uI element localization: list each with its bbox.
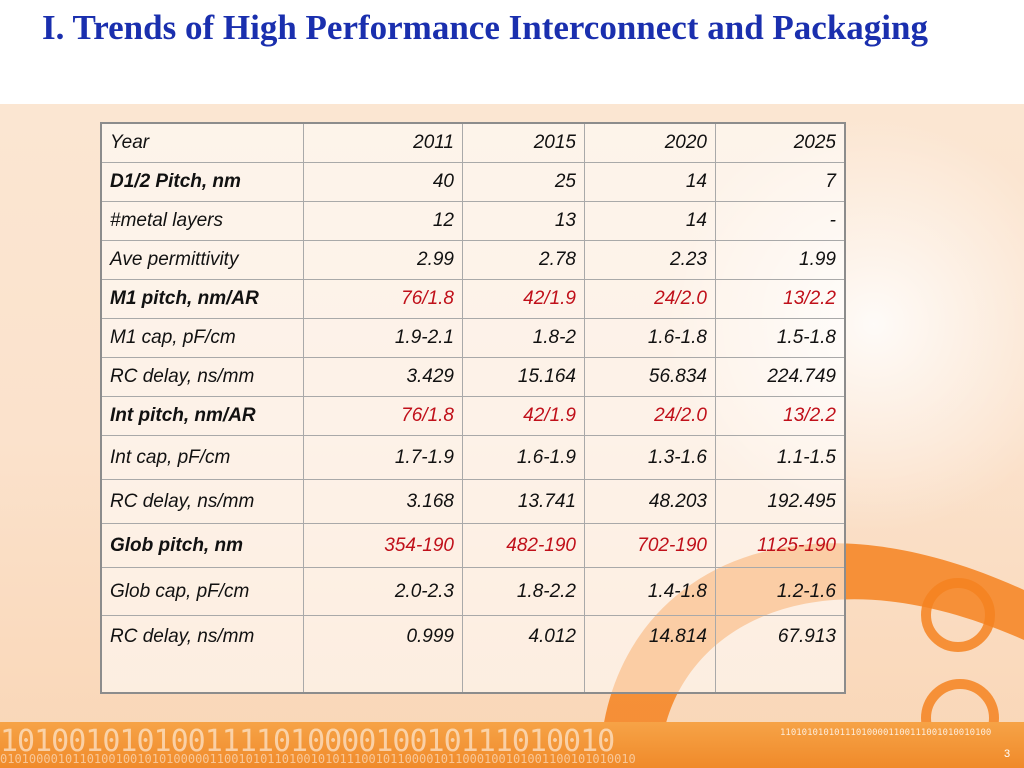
table-cell: 1.7-1.9 bbox=[303, 435, 463, 480]
header-year: 2025 bbox=[715, 122, 846, 163]
table-cell: 224.749 bbox=[715, 357, 846, 397]
table-cell: - bbox=[715, 201, 846, 241]
table-cell: 7 bbox=[715, 162, 846, 202]
table-cell: 192.495 bbox=[715, 479, 846, 524]
table-cell: 13.741 bbox=[462, 479, 585, 524]
table-cell: 482-190 bbox=[462, 523, 585, 568]
row-label: Int cap, pF/cm bbox=[100, 435, 304, 480]
table-cell: 2.0-2.3 bbox=[303, 567, 463, 616]
table-cell: 15.164 bbox=[462, 357, 585, 397]
slide-number: 3 bbox=[1004, 748, 1011, 760]
slide-title: I. Trends of High Performance Interconne… bbox=[42, 8, 928, 47]
table-cell: 4.012 bbox=[462, 615, 585, 694]
header-year: 2011 bbox=[303, 122, 463, 163]
table-cell: 1.6-1.9 bbox=[462, 435, 585, 480]
table-cell: 2.99 bbox=[303, 240, 463, 280]
interconnect-trends-table: Year 2011 2015 2020 2025 D1/2 Pitch, nm … bbox=[100, 122, 846, 694]
table-cell: 1.8-2 bbox=[462, 318, 585, 358]
row-label: Glob cap, pF/cm bbox=[100, 567, 304, 616]
table-row: RC delay, ns/mm 3.168 13.741 48.203 192.… bbox=[100, 479, 846, 524]
table-cell: 0.999 bbox=[303, 615, 463, 694]
row-label: RC delay, ns/mm bbox=[100, 615, 304, 694]
row-label: RC delay, ns/mm bbox=[100, 357, 304, 397]
header-year: 2015 bbox=[462, 122, 585, 163]
row-label: M1 cap, pF/cm bbox=[100, 318, 304, 358]
table-cell: 1.9-2.1 bbox=[303, 318, 463, 358]
table-cell: 1125-190 bbox=[715, 523, 846, 568]
header-year: 2020 bbox=[584, 122, 716, 163]
table-cell: 2.23 bbox=[584, 240, 716, 280]
binary-pattern-footer: 101001010100111101000010010111010010 010… bbox=[0, 722, 1024, 768]
row-label: #metal layers bbox=[100, 201, 304, 241]
table-cell: 40 bbox=[303, 162, 463, 202]
table-cell: 13/2.2 bbox=[715, 279, 846, 319]
row-label: M1 pitch, nm/AR bbox=[100, 279, 304, 319]
table-row: M1 cap, pF/cm 1.9-2.1 1.8-2 1.6-1.8 1.5-… bbox=[100, 318, 846, 358]
header-label: Year bbox=[100, 122, 304, 163]
table-cell: 354-190 bbox=[303, 523, 463, 568]
table-cell: 48.203 bbox=[584, 479, 716, 524]
row-label: RC delay, ns/mm bbox=[100, 479, 304, 524]
table-cell: 1.8-2.2 bbox=[462, 567, 585, 616]
table-cell: 702-190 bbox=[584, 523, 716, 568]
table-cell: 13 bbox=[462, 201, 585, 241]
table-row: RC delay, ns/mm 0.999 4.012 14.814 67.91… bbox=[100, 615, 846, 694]
table-cell: 76/1.8 bbox=[303, 279, 463, 319]
table-cell: 14 bbox=[584, 162, 716, 202]
table-row: #metal layers 12 13 14 - bbox=[100, 201, 846, 241]
table-cell: 76/1.8 bbox=[303, 396, 463, 436]
table-cell: 67.913 bbox=[715, 615, 846, 694]
row-label: Ave permittivity bbox=[100, 240, 304, 280]
table-cell: 1.3-1.6 bbox=[584, 435, 716, 480]
table-row: D1/2 Pitch, nm 40 25 14 7 bbox=[100, 162, 846, 202]
table-cell: 25 bbox=[462, 162, 585, 202]
table-header-row: Year 2011 2015 2020 2025 bbox=[100, 122, 846, 163]
table-cell: 24/2.0 bbox=[584, 279, 716, 319]
table-cell: 24/2.0 bbox=[584, 396, 716, 436]
table-cell: 1.99 bbox=[715, 240, 846, 280]
row-label: Glob pitch, nm bbox=[100, 523, 304, 568]
table-row: Glob cap, pF/cm 2.0-2.3 1.8-2.2 1.4-1.8 … bbox=[100, 567, 846, 616]
table-cell: 56.834 bbox=[584, 357, 716, 397]
table-cell: 2.78 bbox=[462, 240, 585, 280]
table-row: RC delay, ns/mm 3.429 15.164 56.834 224.… bbox=[100, 357, 846, 397]
table-row: Ave permittivity 2.99 2.78 2.23 1.99 bbox=[100, 240, 846, 280]
table-cell: 1.6-1.8 bbox=[584, 318, 716, 358]
table-cell: 42/1.9 bbox=[462, 396, 585, 436]
table-cell: 42/1.9 bbox=[462, 279, 585, 319]
table-cell: 1.1-1.5 bbox=[715, 435, 846, 480]
table-row: Glob pitch, nm 354-190 482-190 702-190 1… bbox=[100, 523, 846, 568]
table-cell: 1.5-1.8 bbox=[715, 318, 846, 358]
table-cell: 1.2-1.6 bbox=[715, 567, 846, 616]
row-label: Int pitch, nm/AR bbox=[100, 396, 304, 436]
table-row: Int pitch, nm/AR 76/1.8 42/1.9 24/2.0 13… bbox=[100, 396, 846, 436]
table-row: M1 pitch, nm/AR 76/1.8 42/1.9 24/2.0 13/… bbox=[100, 279, 846, 319]
table-cell: 14.814 bbox=[584, 615, 716, 694]
table-cell: 12 bbox=[303, 201, 463, 241]
table-cell: 3.168 bbox=[303, 479, 463, 524]
row-label: D1/2 Pitch, nm bbox=[100, 162, 304, 202]
table-cell: 14 bbox=[584, 201, 716, 241]
table-cell: 3.429 bbox=[303, 357, 463, 397]
table-row: Int cap, pF/cm 1.7-1.9 1.6-1.9 1.3-1.6 1… bbox=[100, 435, 846, 480]
table-cell: 13/2.2 bbox=[715, 396, 846, 436]
table-cell: 1.4-1.8 bbox=[584, 567, 716, 616]
